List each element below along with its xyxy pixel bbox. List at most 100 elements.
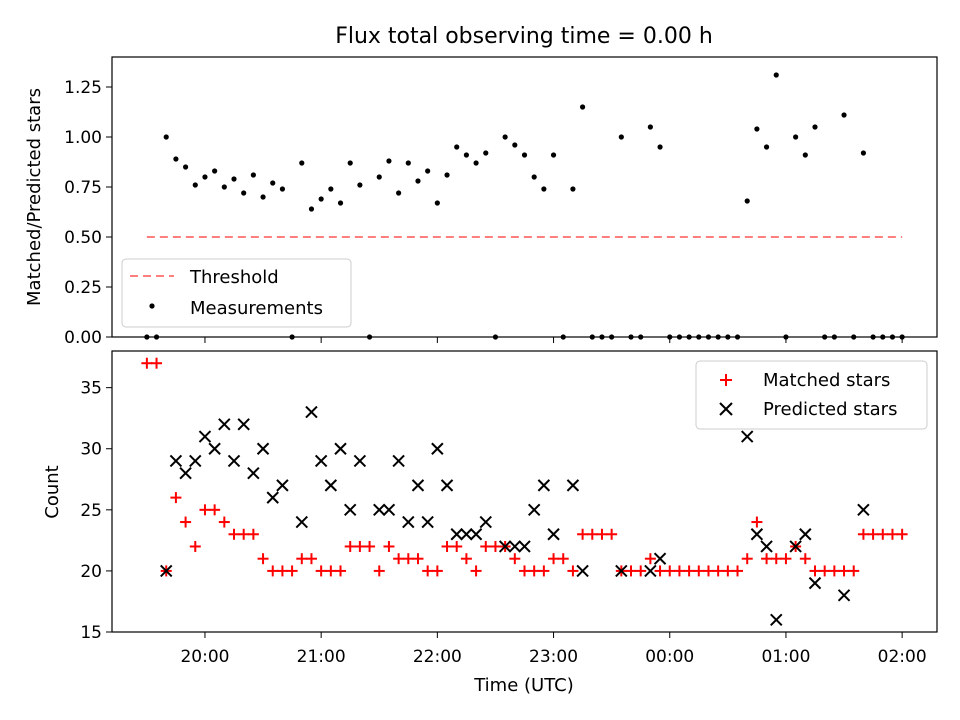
matched-star-marker: [548, 553, 560, 565]
matched-star-marker: [325, 565, 337, 577]
measurement-point: [279, 186, 286, 192]
matched-star-marker: [344, 540, 356, 552]
predicted-star-marker: [314, 454, 328, 468]
matched-star-marker: [606, 528, 618, 540]
matched-star-marker: [489, 540, 501, 552]
matched-star-marker: [509, 553, 521, 565]
measurement-point: [541, 186, 547, 192]
measurement-point: [521, 152, 528, 158]
measurement-point: [192, 182, 198, 188]
bottom-x-ticks: 20:00 21:00 22:00 23:00 00:00 01:00 02:00: [180, 632, 927, 667]
matched-star-marker: [451, 540, 463, 552]
matched-star-marker: [189, 540, 201, 552]
predicted-star-marker: [208, 442, 221, 455]
matched-star-marker: [209, 504, 221, 516]
predicted-star-marker: [498, 540, 512, 553]
matched-star-marker: [819, 565, 831, 577]
predicted-star-marker: [179, 466, 192, 480]
measurement-point: [502, 134, 508, 140]
bottom-y-axis-label: Count: [42, 465, 63, 518]
matched-star-marker: [664, 565, 676, 577]
measurement-point: [425, 168, 431, 174]
predicted-star-marker: [750, 528, 764, 541]
matched-star-marker: [693, 565, 705, 577]
matched-star-marker: [267, 565, 279, 577]
measurement-points: [144, 72, 905, 340]
matched-star-marker: [538, 565, 550, 577]
matched-star-marker: [586, 528, 598, 540]
matched-star-marker: [857, 528, 869, 540]
predicted-star-marker: [547, 528, 560, 541]
matched-star-marker: [402, 553, 414, 565]
predicted-star-marker: [295, 515, 308, 529]
x-axis-label: Time (UTC): [473, 675, 574, 696]
predicted-star-marker: [741, 430, 754, 443]
predicted-star-marker: [431, 442, 444, 455]
matched-star-marker: [373, 565, 385, 577]
predicted-star-marker: [411, 479, 425, 492]
measurement-point: [793, 134, 799, 140]
matched-star-marker: [673, 565, 685, 577]
measurement-point: [173, 156, 179, 162]
matched-star-marker: [722, 565, 734, 577]
measurement-point: [386, 158, 392, 164]
predicted-star-marker: [353, 454, 367, 468]
matched-star-marker: [557, 553, 569, 565]
measurement-point: [657, 144, 663, 150]
measurement-point: [444, 172, 450, 178]
matched-star-marker: [151, 357, 163, 369]
top-y-ticks: 0.00 0.25 0.50 0.75 1.00 1.25: [64, 78, 112, 348]
predicted-star-marker: [198, 430, 212, 443]
matched-star-marker: [141, 357, 153, 369]
predicted-star-marker: [479, 515, 492, 529]
matched-star-marker: [218, 516, 230, 528]
predicted-star-marker: [653, 552, 667, 565]
matched-star-marker: [867, 528, 879, 540]
matched-star-marker: [732, 565, 744, 577]
measurement-point: [483, 150, 489, 156]
measurement-point: [802, 152, 808, 158]
predicted-star-marker: [799, 528, 812, 541]
matched-star-marker: [528, 565, 540, 577]
bottom-y-tick-label: 35: [80, 379, 102, 399]
measurement-point: [212, 168, 218, 174]
matched-star-marker: [470, 565, 482, 577]
top-panel: 0.00 0.25 0.50 0.75 1.00 1.25 Matched/Predict…: [24, 56, 938, 348]
measurement-point: [318, 196, 324, 202]
measurement-point: [163, 134, 169, 140]
predicted-star-marker: [421, 515, 434, 529]
x-tick-label: 20:00: [180, 647, 229, 667]
measurement-point: [308, 206, 315, 212]
bottom-legend: Matched stars Predicted stars: [695, 360, 928, 430]
matched-star-marker: [257, 553, 269, 565]
measurement-point: [812, 124, 818, 130]
predicted-star-marker: [227, 454, 241, 468]
measurement-point: [299, 160, 305, 166]
measurement-point: [454, 144, 460, 150]
measurement-point: [337, 200, 344, 206]
measurements-legend-label: Measurements: [190, 298, 323, 319]
measurement-point: [531, 174, 537, 180]
predicted-star-marker: [266, 491, 279, 504]
top-legend: Threshold Measurements: [121, 258, 352, 328]
measurement-point: [415, 178, 421, 184]
measurement-point: [221, 184, 227, 190]
top-y-tick-label: 1.25: [64, 78, 102, 98]
measurement-point: [241, 190, 247, 196]
matched-star-marker: [335, 565, 347, 577]
matched-star-marker: [480, 540, 492, 552]
measurements-legend-swatch: [149, 303, 155, 309]
measurement-point: [250, 172, 256, 178]
bottom-y-tick-label: 30: [80, 440, 102, 460]
threshold-legend-label: Threshold: [189, 267, 279, 288]
measurement-point: [376, 174, 382, 180]
measurement-point: [618, 134, 624, 140]
predicted-star-marker: [305, 405, 318, 419]
measurement-point: [773, 72, 779, 78]
measurement-point: [396, 190, 402, 196]
measurement-point: [182, 164, 189, 170]
predicted-star-marker: [837, 589, 851, 602]
predicted-star-marker: [508, 540, 522, 553]
predicted-star-marker: [324, 479, 338, 492]
